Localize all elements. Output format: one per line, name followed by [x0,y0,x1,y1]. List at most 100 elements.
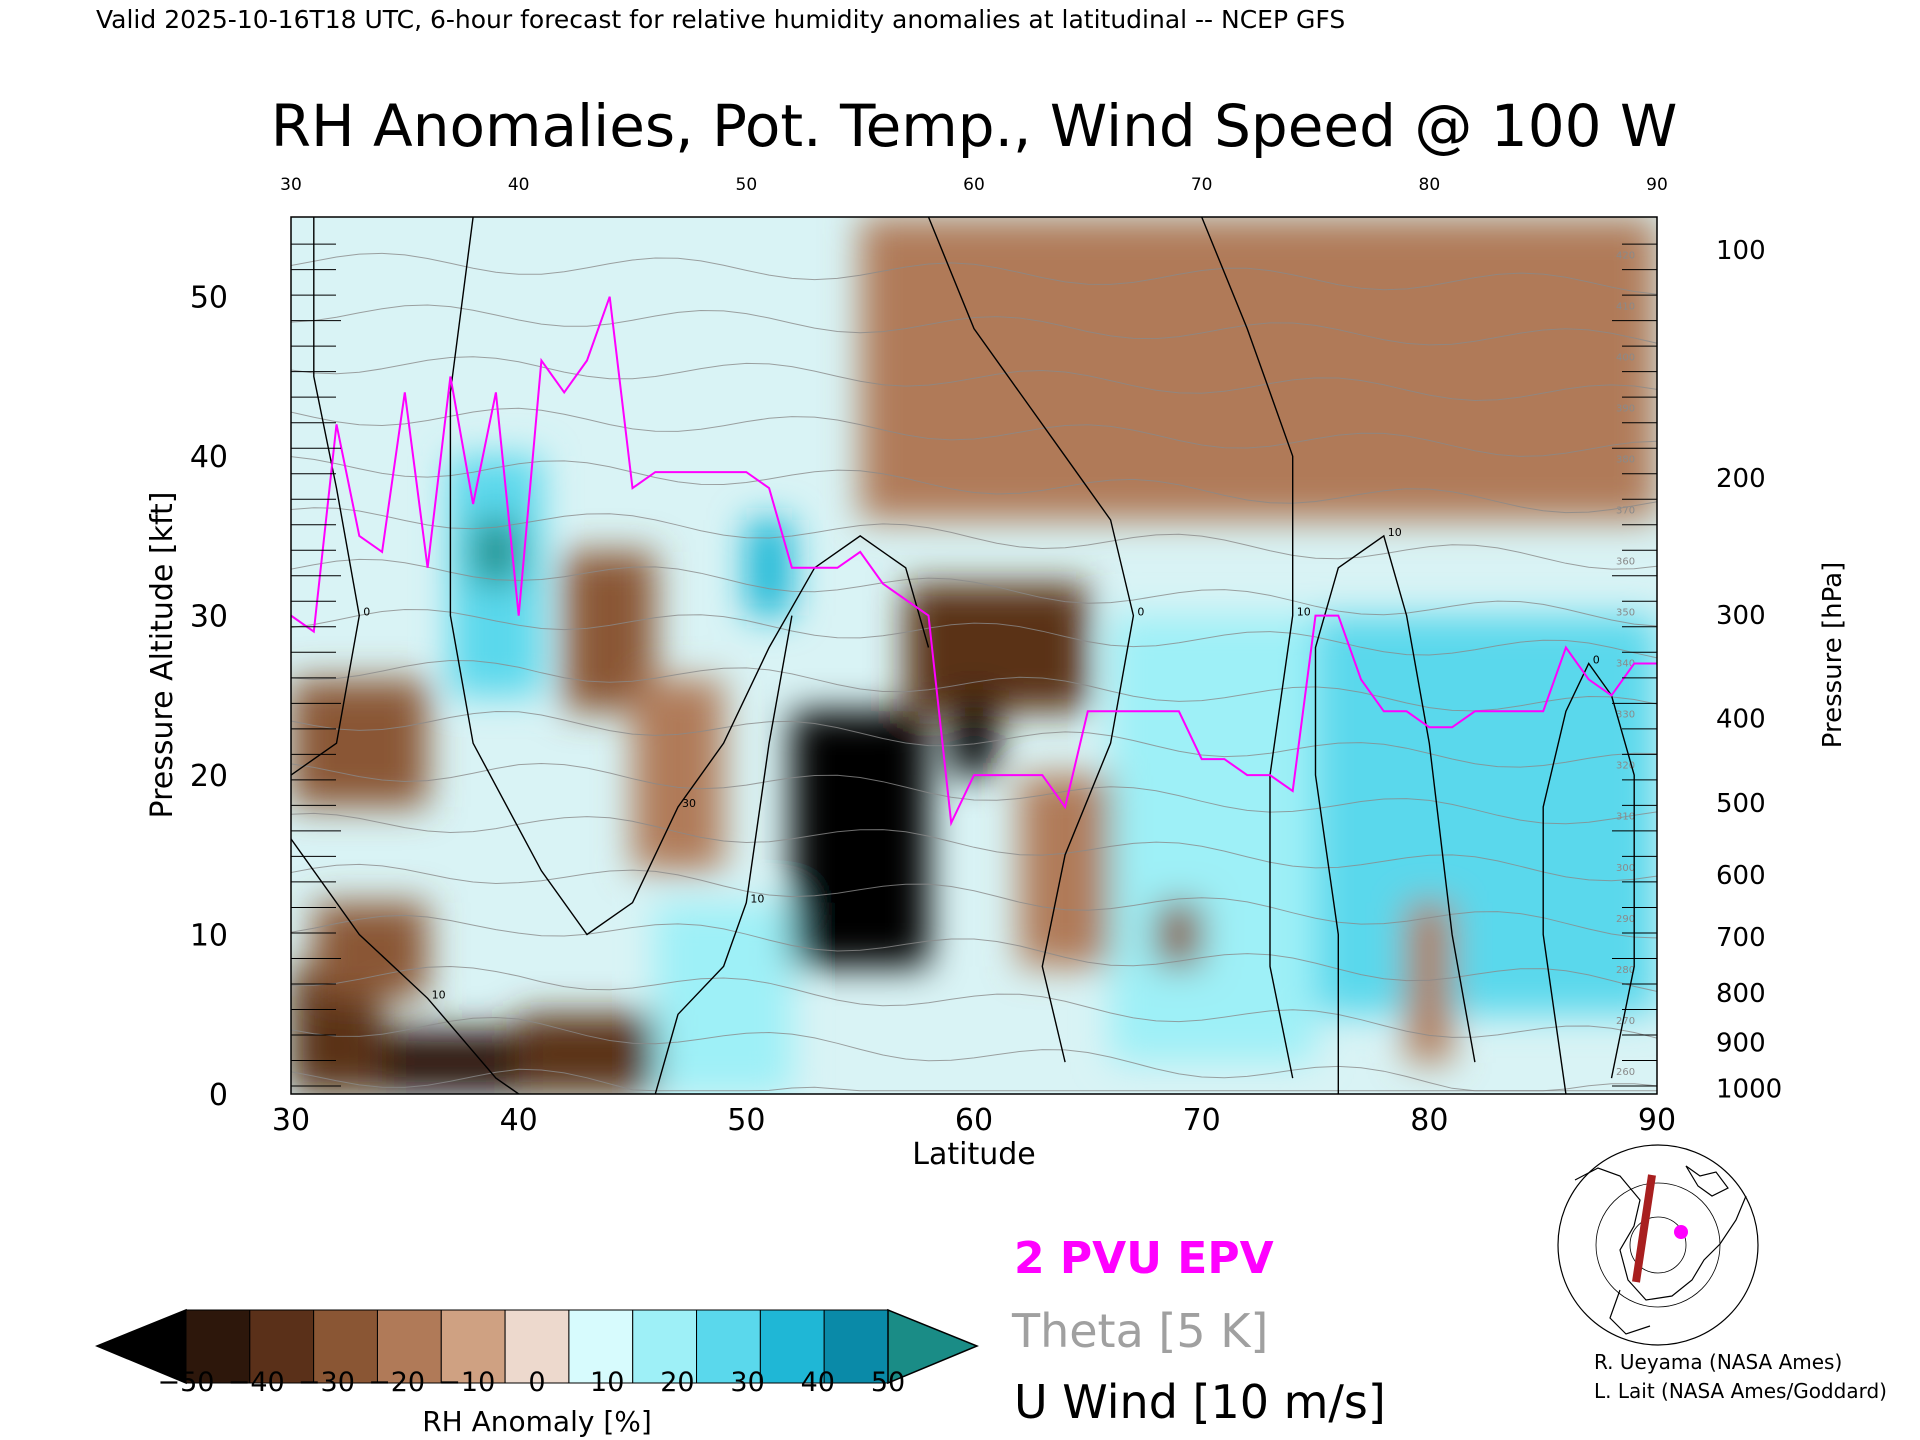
wind-contours: 0 10 30 10 0 10 10 0 [291,217,1635,1094]
colorbar-tick-label: 50 [871,1367,905,1398]
credit-1: R. Ueyama (NASA Ames) [1594,1350,1842,1374]
pv-line-path [291,296,1657,827]
rh-anomaly-cell [382,1030,519,1094]
wind-contour [291,838,520,1094]
rh-anomaly-cell [313,902,428,999]
top-tick-label: 80 [1419,175,1441,195]
y-tick-label: 20 [190,759,228,794]
pressure-tick-label: 300 [1716,601,1766,631]
theta-contour [291,507,1657,570]
rh-anomaly-cell [632,679,724,871]
colorbar-cell [504,1309,570,1384]
theta-label: 300 [1616,863,1635,874]
rh-anomaly-cell [291,679,428,807]
map-coastlines [1574,1165,1747,1335]
plot-frame [290,216,1658,1095]
pressure-tick-label: 600 [1716,861,1766,891]
theta-contour [291,1016,1657,1092]
x-tick-label: 80 [1410,1103,1448,1138]
colorbar-cell [185,1309,251,1384]
colorbar-cell [823,1309,889,1384]
colorbar-tick-label: −20 [368,1367,425,1398]
theta-contour [291,762,1657,825]
wind-contour-label: 30 [682,797,696,810]
colorbar-tick-label: −10 [438,1367,495,1398]
legend: 2 PVU EPV Theta [5 K] U Wind [10 m/s] [1011,1233,1386,1429]
theta-contour [291,710,1657,768]
rh-anomaly-cell [518,1014,656,1094]
plot-area: 2602702802903003103203303403503603703803… [290,216,1658,1095]
map-disc [1557,1144,1759,1346]
theta-contour [291,1068,1657,1092]
colorbar-tick-label: 30 [730,1367,764,1398]
legend-wind: U Wind [10 m/s] [1014,1375,1386,1429]
pressure-tick-label: 900 [1716,1028,1766,1058]
wind-contour [654,615,793,1094]
wind-contour-label: 0 [363,606,370,619]
colorbar: −50 −40 −30 −20 −10 0 10 20 30 40 50 RH Anomaly [%… [95,1308,979,1438]
map-location-dot [1674,1225,1688,1239]
theta-label: 260 [1616,1067,1635,1078]
theta-contour [291,456,1657,514]
theta-contour [291,407,1657,457]
wind-contour [1542,662,1635,1094]
theta-label: 360 [1616,557,1635,568]
x-tick-label: 90 [1638,1103,1676,1138]
x-tick-label: 60 [955,1103,993,1138]
legend-pv: 2 PVU EPV [1014,1233,1274,1284]
x-tick-label: 40 [500,1103,538,1138]
colorbar-cell [376,1309,442,1384]
colorbar-cell [759,1309,825,1384]
pressure-tick-label: 500 [1716,789,1766,819]
rh-anomaly-cell [1110,615,1316,1063]
rh-anomaly-cell [746,519,792,616]
pressure-tick-label: 800 [1716,979,1766,1009]
theta-contour [291,863,1657,939]
top-tick-label: 90 [1646,175,1668,195]
map-graticule [1629,1216,1687,1274]
wind-contour-label: 0 [1137,606,1144,619]
pressure-tick-label: 1000 [1716,1075,1782,1105]
top-tick-label: 30 [280,175,302,195]
y-tick-label: 30 [190,600,228,635]
theta-label: 310 [1616,812,1635,823]
theta-label: 290 [1616,914,1635,925]
colorbar-tick-label: −40 [228,1367,285,1398]
wind-contour [927,217,1135,1063]
y-tick-label: 0 [209,1078,228,1113]
theta-label: 330 [1616,710,1635,721]
theta-label: 410 [1616,301,1635,312]
pressure-tick-label: 700 [1716,923,1766,953]
legend-theta: Theta [5 K] [1011,1304,1268,1358]
rh-anomaly-cell [860,217,1657,520]
pressure-tick-label: 200 [1716,464,1766,494]
y-axis: 0 10 20 30 40 50 [190,281,228,1113]
theta-label: 380 [1616,455,1635,466]
colorbar-tick-label: 40 [801,1367,835,1398]
top-tick-label: 70 [1191,175,1213,195]
rh-anomaly-cell [473,519,519,584]
rh-anomaly-cell [1156,902,1202,967]
y2-axis-label: Pressure [hPa] [1818,562,1848,749]
y-tick-label: 40 [190,440,228,475]
top-axis: 30 40 50 60 70 80 90 [280,175,1668,195]
wind-contour [291,217,361,776]
colorbar-tick-label: 10 [590,1367,624,1398]
x-tick-label: 50 [727,1103,765,1138]
colorbar-tick-label: −30 [298,1367,355,1398]
theta-label: 350 [1616,608,1635,619]
chart-title: RH Anomalies, Pot. Temp., Wind Speed @ 1… [271,92,1678,160]
theta-contour [291,304,1657,346]
pressure-axis: 100 200 300 400 500 600 700 800 900 1000 [1716,236,1782,1105]
pressure-tick-label: 100 [1716,236,1766,266]
rh-anomaly-cell [1315,615,1657,1015]
wind-contour [449,217,930,936]
colorbar-cell [632,1309,698,1384]
colorbar-over-arrow [887,1308,979,1385]
y-tick-label: 10 [190,919,228,954]
wind-contour [1314,534,1476,1094]
wind-contour-label: 0 [1593,653,1600,666]
top-tick-label: 40 [508,175,530,195]
theta-contour [291,558,1657,627]
y-axis-label: Pressure Altitude [kft] [145,492,180,819]
